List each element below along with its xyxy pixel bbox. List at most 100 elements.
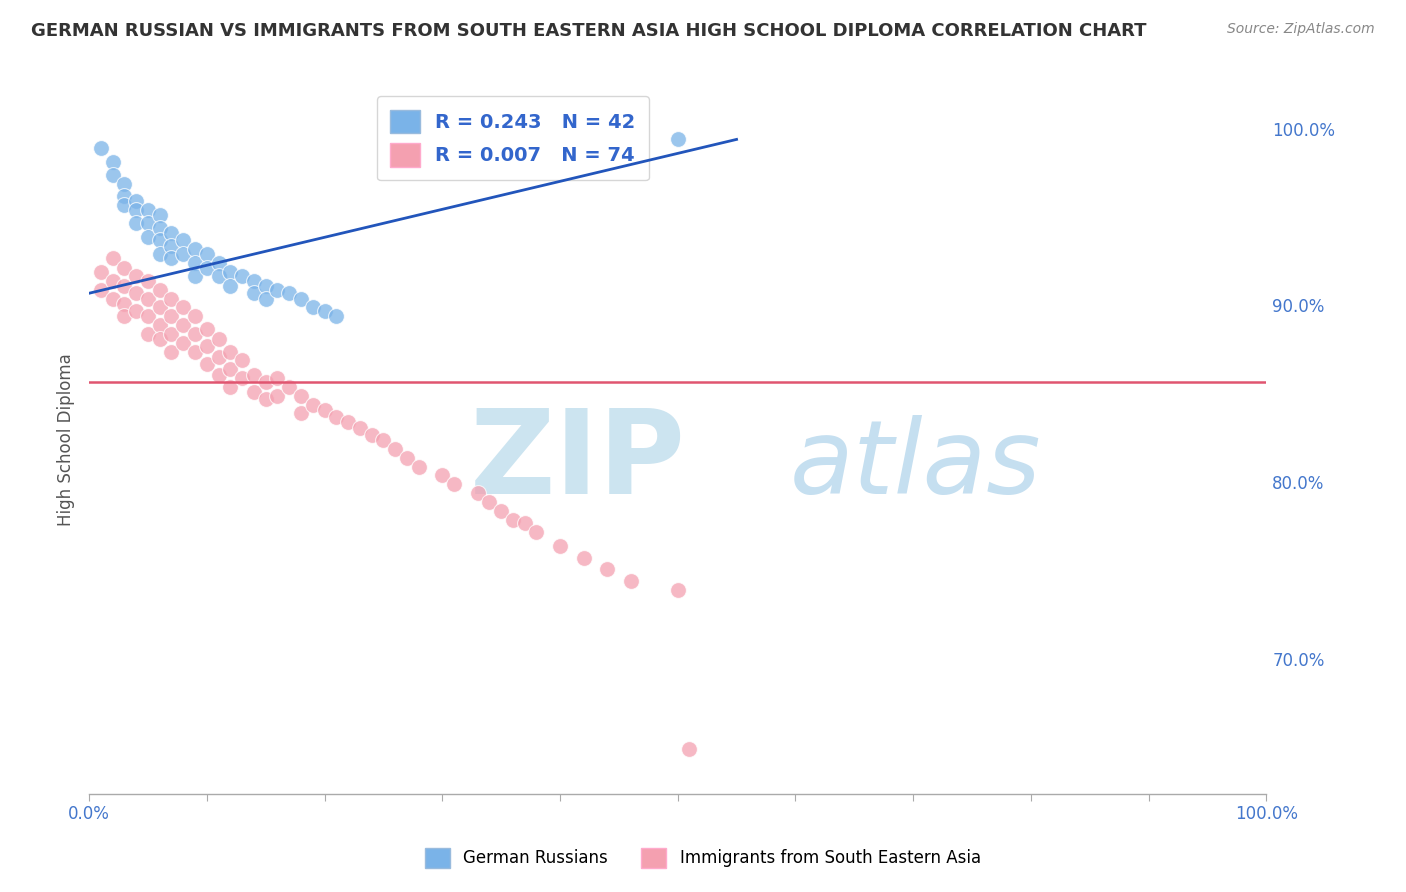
Point [325, 310, 347, 324]
Point [195, 261, 218, 276]
Point [572, 551, 595, 566]
Text: ZIP: ZIP [470, 404, 686, 519]
Point [207, 268, 229, 283]
Point [432, 468, 454, 483]
Point [301, 301, 323, 315]
Point [101, 251, 124, 265]
Point [513, 516, 536, 530]
Point [184, 310, 207, 324]
Point [207, 256, 229, 270]
Point [125, 215, 148, 229]
Point [666, 583, 689, 598]
Point [195, 339, 218, 353]
Point [112, 177, 135, 191]
Point [184, 326, 207, 341]
Point [172, 318, 194, 332]
Point [136, 203, 159, 218]
Point [90, 141, 112, 155]
Point [160, 226, 183, 240]
Point [207, 332, 229, 346]
Point [160, 344, 183, 359]
Point [243, 286, 266, 301]
Point [172, 301, 194, 315]
Point [149, 209, 172, 223]
Point [149, 301, 172, 315]
Point [231, 371, 253, 385]
Point [373, 433, 395, 447]
Point [112, 261, 135, 276]
Point [136, 274, 159, 288]
Point [395, 450, 418, 465]
Point [349, 420, 371, 434]
Point [243, 274, 266, 288]
Point [266, 389, 288, 403]
Point [101, 168, 124, 182]
Point [172, 335, 194, 350]
Point [467, 486, 489, 500]
Point [254, 292, 277, 306]
Point [502, 513, 524, 527]
Text: 80.0%: 80.0% [1272, 475, 1324, 493]
Point [478, 495, 501, 509]
Point [254, 375, 277, 389]
Point [125, 203, 148, 218]
Point [384, 442, 406, 456]
Point [254, 392, 277, 407]
Point [301, 398, 323, 412]
Point [443, 477, 465, 491]
Point [207, 350, 229, 364]
Point [243, 385, 266, 400]
Point [266, 283, 288, 297]
Point [219, 380, 242, 394]
Text: 70.0%: 70.0% [1272, 652, 1324, 670]
Legend: German Russians, Immigrants from South Eastern Asia: German Russians, Immigrants from South E… [419, 841, 987, 875]
Point [136, 310, 159, 324]
Point [149, 233, 172, 247]
Point [290, 292, 312, 306]
Point [666, 132, 689, 146]
Point [219, 265, 242, 279]
Text: atlas: atlas [790, 415, 1040, 515]
Point [266, 371, 288, 385]
Point [112, 310, 135, 324]
Point [172, 233, 194, 247]
Point [678, 742, 700, 756]
Point [596, 562, 619, 576]
Point [101, 274, 124, 288]
Point [101, 155, 124, 169]
Point [125, 194, 148, 209]
Point [526, 524, 548, 539]
Point [101, 292, 124, 306]
Point [278, 286, 301, 301]
Point [231, 268, 253, 283]
Point [489, 504, 512, 518]
Point [160, 292, 183, 306]
Point [290, 389, 312, 403]
Point [125, 304, 148, 318]
Point [231, 353, 253, 368]
Point [408, 459, 430, 474]
Point [112, 189, 135, 203]
Point [278, 380, 301, 394]
Point [219, 362, 242, 376]
Point [125, 286, 148, 301]
Point [337, 415, 360, 429]
Point [184, 256, 207, 270]
Point [195, 247, 218, 261]
Point [149, 318, 172, 332]
Point [195, 357, 218, 371]
Point [548, 539, 571, 553]
Point [149, 247, 172, 261]
Point [325, 410, 347, 425]
Point [184, 344, 207, 359]
Point [112, 198, 135, 212]
Point [136, 215, 159, 229]
Point [314, 304, 336, 318]
Legend: R = 0.243   N = 42, R = 0.007   N = 74: R = 0.243 N = 42, R = 0.007 N = 74 [377, 96, 650, 180]
Text: Source: ZipAtlas.com: Source: ZipAtlas.com [1227, 22, 1375, 37]
Point [90, 283, 112, 297]
Point [136, 326, 159, 341]
Point [90, 265, 112, 279]
Point [136, 229, 159, 244]
Point [620, 574, 643, 589]
